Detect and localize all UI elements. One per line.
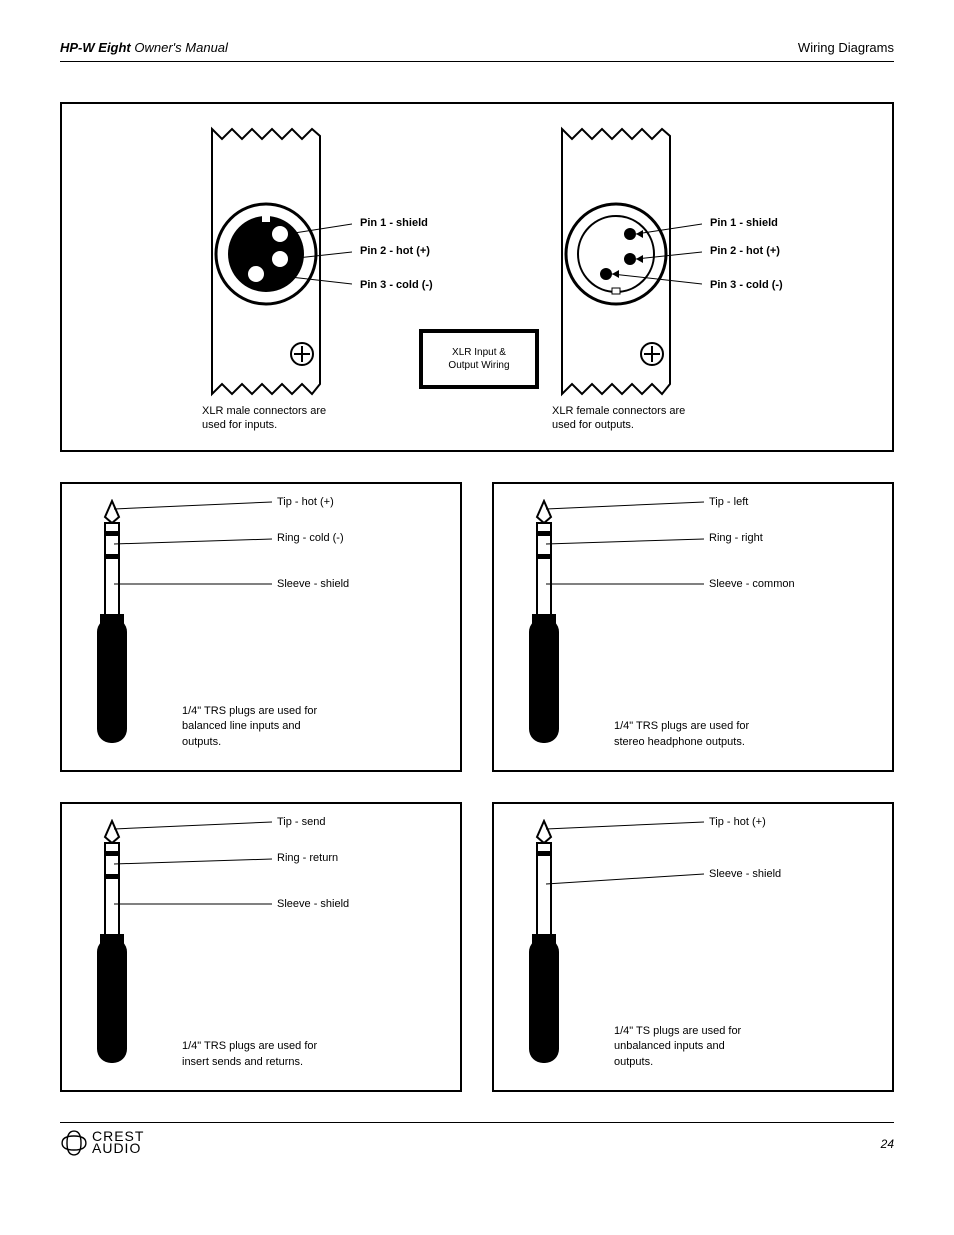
label-tip: Tip - hot (+) <box>277 496 334 508</box>
xlr-male-pin2-label: Pin 2 - hot (+) <box>360 245 430 257</box>
xlr-male-panel <box>202 124 352 444</box>
caption-headphone: 1/4" TRS plugs are used forstereo headph… <box>614 719 877 750</box>
label-ring: Ring - right <box>709 532 763 544</box>
label-sleeve: Sleeve - common <box>709 578 795 590</box>
brand-bottom: AUDIO <box>92 1143 144 1155</box>
header-right: Wiring Diagrams <box>798 40 894 55</box>
model-name: HP-W Eight <box>60 40 131 55</box>
leader-lines <box>494 484 894 684</box>
page-footer: CREST AUDIO 24 <box>60 1122 894 1157</box>
xlr-male-pin1-label: Pin 1 - shield <box>360 217 428 229</box>
plug-box-balanced-line: Tip - hot (+) Ring - cold (-) Sleeve - s… <box>60 482 462 772</box>
caption-balanced-line: 1/4" TRS plugs are used forbalanced line… <box>182 704 445 750</box>
page-header: HP-W Eight Owner's Manual Wiring Diagram… <box>60 40 894 62</box>
plug-box-insert: Tip - send Ring - return Sleeve - shield… <box>60 802 462 1092</box>
label-tip: Tip - left <box>709 496 748 508</box>
xlr-female-pin1-label: Pin 1 - shield <box>710 217 778 229</box>
label-sleeve: Sleeve - shield <box>709 868 781 880</box>
label-sleeve: Sleeve - shield <box>277 578 349 590</box>
plug-box-unbalanced: Tip - hot (+) Sleeve - shield 1/4" TS pl… <box>492 802 894 1092</box>
xlr-center-label-box: XLR Input & Output Wiring <box>419 329 539 389</box>
xlr-male-svg <box>202 124 352 424</box>
header-left: HP-W Eight Owner's Manual <box>60 40 228 55</box>
label-sleeve: Sleeve - shield <box>277 898 349 910</box>
plug-box-headphone: Tip - left Ring - right Sleeve - common … <box>492 482 894 772</box>
page-number: 24 <box>881 1129 894 1151</box>
leader-lines <box>62 804 462 1004</box>
caption-unbalanced: 1/4" TS plugs are used forunbalanced inp… <box>614 1024 877 1070</box>
xlr-male-caption: XLR male connectors areused for inputs. <box>202 404 326 433</box>
xlr-female-caption: XLR female connectors areused for output… <box>552 404 685 433</box>
label-ring: Ring - cold (-) <box>277 532 344 544</box>
xlr-female-svg <box>552 124 702 424</box>
caption-insert: 1/4" TRS plugs are used forinsert sends … <box>182 1039 445 1070</box>
leader-lines <box>62 484 462 684</box>
plug-grid: Tip - hot (+) Ring - cold (-) Sleeve - s… <box>60 482 894 1092</box>
crest-logo-icon <box>60 1129 88 1157</box>
brand-text: CREST AUDIO <box>92 1131 144 1155</box>
manual-subtitle: Owner's Manual <box>134 40 228 55</box>
leader-lines <box>494 804 894 1004</box>
xlr-female-panel <box>552 124 702 444</box>
xlr-center-line1: XLR Input & <box>423 346 535 359</box>
xlr-female-pin2-label: Pin 2 - hot (+) <box>710 245 780 257</box>
label-tip: Tip - send <box>277 816 326 828</box>
xlr-male-pin3-label: Pin 3 - cold (-) <box>360 279 433 291</box>
page: HP-W Eight Owner's Manual Wiring Diagram… <box>0 0 954 1187</box>
brand-logo: CREST AUDIO <box>60 1129 144 1157</box>
label-ring: Ring - return <box>277 852 338 864</box>
xlr-center-line2: Output Wiring <box>423 359 535 372</box>
xlr-diagram-box: Pin 1 - shield Pin 2 - hot (+) Pin 3 - c… <box>60 102 894 452</box>
label-tip: Tip - hot (+) <box>709 816 766 828</box>
xlr-female-pin3-label: Pin 3 - cold (-) <box>710 279 783 291</box>
